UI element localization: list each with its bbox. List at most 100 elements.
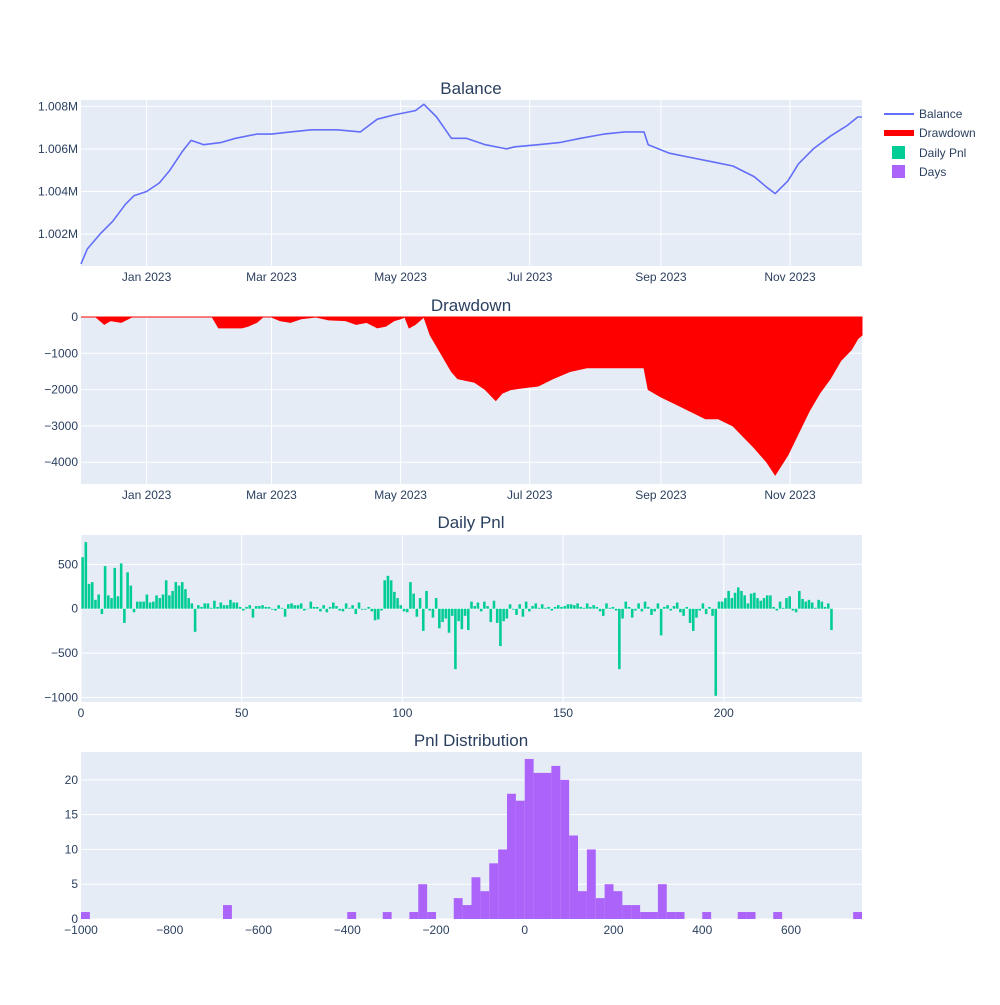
daily-pnl-bar — [94, 599, 97, 609]
daily-pnl-bar — [248, 605, 252, 609]
daily-pnl-bar — [589, 606, 592, 609]
legend-swatch-daily-pnl — [892, 146, 905, 159]
daily-pnl-bar — [794, 608, 798, 613]
daily-pnl-bar — [711, 608, 714, 616]
daily-pnl-bar — [287, 604, 290, 609]
pnl-distribution-bar — [515, 800, 525, 919]
pnl-distribution-bar — [649, 912, 658, 919]
daily-pnl-bar — [736, 587, 740, 609]
daily-pnl-bar — [145, 594, 149, 609]
pnl-distribution-bar — [81, 912, 90, 919]
pnl-distribution-bar — [507, 793, 516, 919]
daily-pnl-bar — [309, 601, 313, 609]
daily-pnl-bar — [213, 600, 216, 609]
pnl-distribution-bar — [702, 912, 712, 919]
daily-pnl-bar — [540, 604, 544, 609]
pnl-distribution-bar — [737, 912, 747, 919]
pnl-distribution-bar — [498, 849, 507, 919]
pnl-distribution-bar — [223, 905, 232, 919]
daily-pnl-bar — [733, 592, 737, 609]
daily-pnl-bar — [123, 608, 126, 623]
daily-pnl-bar — [556, 605, 560, 609]
daily-pnl-bar — [152, 601, 155, 609]
pnl-distribution-bar — [853, 912, 863, 919]
balance-plot-background — [81, 100, 862, 266]
daily-pnl-bar — [749, 593, 753, 609]
balance-y-tick-label: 1.006M — [38, 142, 78, 156]
legend-item-daily-pnl[interactable]: Daily Pnl — [892, 146, 966, 160]
daily-pnl-bar — [306, 608, 309, 610]
daily-pnl-bar — [666, 605, 669, 609]
legend-item-days[interactable]: Days — [892, 165, 946, 179]
daily-pnl-bar — [512, 608, 515, 610]
pnl-distribution-bar — [631, 905, 641, 919]
daily-pnl-bar — [521, 608, 525, 617]
daily-pnl-bar — [682, 608, 685, 616]
daily-pnl-bar — [360, 608, 364, 610]
daily-pnl-bar — [499, 608, 502, 647]
daily-pnl-bar — [624, 601, 628, 609]
daily-pnl-bar — [675, 602, 679, 609]
pnl-distribution-bar — [453, 898, 463, 920]
daily-pnl-x-tick-label: 200 — [714, 706, 734, 720]
daily-pnl-bar — [113, 567, 117, 609]
daily-pnl-bar — [762, 598, 766, 609]
daily-pnl-bar — [691, 608, 695, 631]
drawdown-x-tick-label: May 2023 — [374, 488, 427, 502]
daily-pnl-bar — [441, 608, 444, 623]
pnl-distribution-bar — [773, 912, 783, 919]
daily-pnl-bar — [161, 594, 165, 609]
balance-y-tick-label: 1.002M — [38, 227, 78, 241]
daily-pnl-bar — [605, 603, 608, 609]
legend[interactable]: Balance Drawdown Daily Pnl Days — [884, 107, 976, 179]
daily-pnl-bar — [373, 608, 377, 621]
daily-pnl-bar — [659, 608, 663, 636]
legend-item-drawdown[interactable]: Drawdown — [884, 126, 976, 140]
daily-pnl-bar — [486, 606, 489, 609]
daily-pnl-bar — [544, 607, 547, 609]
drawdown-area — [81, 316, 863, 476]
daily-pnl-bar — [296, 605, 300, 609]
daily-pnl-bar — [206, 603, 210, 609]
pnl-distribution-bar — [640, 912, 650, 919]
daily-pnl-bar — [415, 608, 419, 617]
daily-pnl-bar — [807, 599, 811, 609]
daily-pnl-bar — [370, 608, 374, 612]
daily-pnl-y-tick-label: 500 — [58, 557, 78, 571]
daily-pnl-bar — [299, 603, 303, 609]
daily-pnl-bar — [190, 603, 194, 609]
daily-pnl-bar — [180, 582, 184, 609]
pnl-distribution-bar — [542, 772, 552, 920]
daily-pnl-bar — [280, 607, 284, 609]
daily-pnl-bar — [785, 598, 788, 609]
pnl-distribution-bar — [595, 898, 605, 920]
pnl-distribution-y-tick-label: 0 — [71, 912, 78, 926]
daily-pnl-bar — [418, 598, 422, 609]
daily-pnl-bar — [383, 580, 387, 609]
daily-pnl-y-tick-label: −500 — [51, 646, 78, 660]
daily-pnl-bar — [791, 608, 795, 611]
daily-pnl-plot: 0 50 100 150 200 500 0 −500 −1000 — [44, 535, 862, 720]
legend-swatch-days — [892, 165, 905, 178]
pnl-distribution-bar — [657, 884, 667, 919]
daily-pnl-bar — [743, 595, 746, 609]
daily-pnl-bar — [209, 607, 213, 609]
legend-item-balance[interactable]: Balance — [884, 107, 963, 121]
daily-pnl-bar — [254, 606, 258, 609]
daily-pnl-bar — [219, 602, 223, 609]
daily-pnl-bar — [103, 566, 107, 609]
daily-pnl-bar — [348, 607, 351, 609]
daily-pnl-bar — [364, 608, 367, 610]
daily-pnl-bar — [810, 602, 814, 609]
daily-pnl-bar — [740, 590, 743, 609]
daily-pnl-bar — [502, 608, 505, 622]
drawdown-title: Drawdown — [431, 296, 511, 315]
daily-pnl-bar — [110, 598, 113, 609]
daily-pnl-bar — [650, 608, 653, 615]
daily-pnl-bar — [585, 603, 589, 609]
pnl-distribution-x-tick-label: 600 — [781, 923, 801, 937]
pnl-distribution-y-tick-label: 10 — [65, 842, 79, 856]
daily-pnl-bar — [155, 595, 158, 609]
daily-pnl-y-tick-label: 0 — [71, 602, 78, 616]
